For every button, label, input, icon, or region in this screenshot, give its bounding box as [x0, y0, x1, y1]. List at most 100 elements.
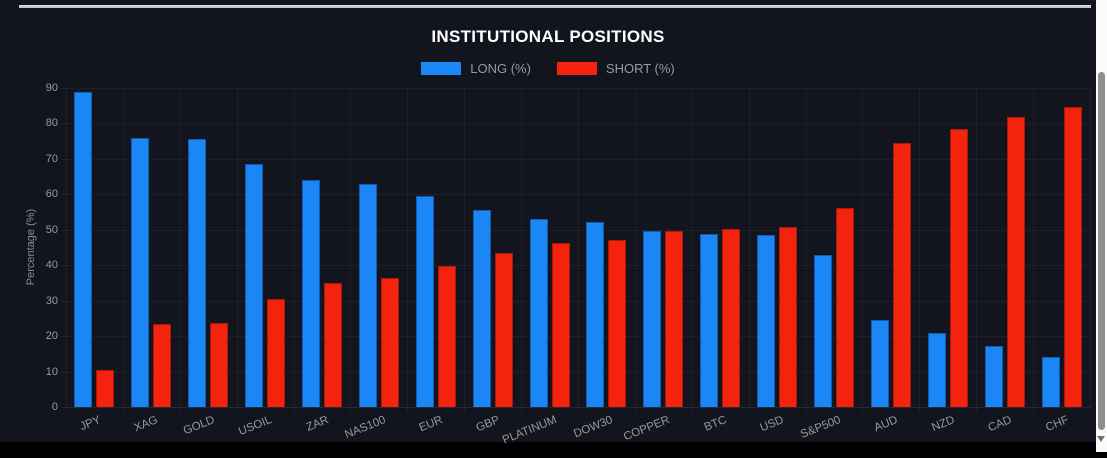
- gridline-x-14: [862, 88, 864, 407]
- x-tick-mark-11: [691, 407, 693, 412]
- bar-group-GBP: [464, 88, 521, 407]
- x-tick-mark-1: [122, 407, 124, 412]
- bar-short-USOIL: [267, 299, 286, 407]
- x-tick-mark-16: [976, 407, 978, 412]
- x-tick-mark-0: [66, 407, 67, 412]
- gridline-x-17: [1033, 88, 1035, 407]
- bar-long-USD: [757, 235, 776, 407]
- panel-top-border: [19, 5, 1091, 8]
- scrollbar-track[interactable]: [1096, 0, 1107, 452]
- bar-short-JPY: [96, 369, 115, 407]
- gridline-x-9: [578, 88, 579, 407]
- legend-label-short: SHORT (%): [605, 61, 675, 76]
- x-tick-mark-4: [293, 407, 295, 412]
- bar-long-ZAR: [302, 179, 320, 407]
- y-tick-mark-50: [61, 229, 66, 231]
- gridline-y-50: [66, 229, 1090, 231]
- bar-group-COPPER: [635, 88, 692, 407]
- scrollbar-thumb[interactable]: [1098, 72, 1105, 430]
- x-tick-mark-15: [919, 407, 921, 412]
- gridline-x-5: [350, 88, 352, 407]
- gridline-x-7: [464, 88, 466, 407]
- x-tick-mark-8: [521, 407, 523, 412]
- x-tick-mark-6: [407, 407, 409, 412]
- chart-legend: LONG (%) SHORT (%): [0, 61, 1096, 76]
- gridline-y-90: [66, 88, 1090, 89]
- bar-group-S&P500: [806, 88, 863, 407]
- y-tick-label-60: 60: [45, 188, 58, 201]
- gridline-y-40: [66, 265, 1090, 267]
- bar-long-NZD: [927, 332, 946, 407]
- bar-group-NZD: [919, 88, 976, 407]
- x-tick-mark-12: [748, 407, 750, 412]
- bar-long-CAD: [984, 345, 1003, 407]
- bar-short-BTC: [722, 228, 741, 407]
- gridline-x-3: [236, 88, 238, 407]
- gridline-x-10: [634, 88, 636, 407]
- chart-title: INSTITUTIONAL POSITIONS: [431, 27, 665, 46]
- bar-group-PLATINUM: [521, 88, 578, 407]
- y-tick-mark-0: [61, 407, 66, 408]
- y-tick-label-40: 40: [45, 259, 58, 272]
- bar-long-GBP: [472, 209, 491, 407]
- gridline-y-10: [66, 371, 1090, 373]
- bar-short-NZD: [949, 129, 968, 407]
- y-tick-mark-60: [61, 194, 66, 196]
- y-tick-label-80: 80: [45, 117, 58, 130]
- bar-short-GOLD: [210, 322, 229, 407]
- bar-long-S&P500: [814, 254, 833, 407]
- bar-groups: [66, 88, 1090, 407]
- bar-short-CAD: [1006, 116, 1025, 407]
- bar-long-JPY: [74, 92, 93, 407]
- bar-long-BTC: [700, 234, 719, 407]
- gridline-y-0: [66, 407, 1090, 408]
- x-tick-mark-3: [236, 407, 238, 412]
- y-axis-title: Percentage (%): [25, 208, 37, 286]
- gridline-x-12: [748, 88, 750, 407]
- bar-group-EUR: [407, 88, 464, 407]
- bar-group-NAS100: [350, 88, 407, 407]
- x-tick-mark-10: [634, 407, 636, 412]
- bar-short-CHF: [1063, 106, 1082, 407]
- bar-long-NAS100: [358, 184, 377, 407]
- bar-short-PLATINUM: [551, 242, 570, 407]
- y-tick-label-20: 20: [45, 330, 58, 343]
- y-tick-mark-70: [61, 158, 66, 160]
- x-tick-mark-5: [350, 407, 352, 412]
- bar-short-EUR: [437, 266, 456, 407]
- bar-group-XAG: [123, 88, 180, 407]
- gridline-x-4: [293, 88, 295, 407]
- gridline-y-30: [66, 300, 1090, 302]
- bar-long-COPPER: [643, 230, 662, 407]
- bar-long-CHF: [1041, 357, 1060, 407]
- gridline-y-20: [66, 336, 1090, 338]
- scroll-down-arrow-icon[interactable]: [1097, 436, 1105, 442]
- gridline-x-6: [407, 88, 409, 407]
- bar-short-S&P500: [836, 207, 855, 407]
- bar-group-CHF: [1033, 88, 1090, 407]
- bar-group-ZAR: [294, 88, 351, 407]
- legend-swatch-long-icon: [421, 62, 462, 75]
- y-tick-mark-90: [61, 88, 66, 89]
- bar-short-NAS100: [380, 278, 399, 407]
- y-tick-label-50: 50: [45, 223, 58, 236]
- bar-group-GOLD: [180, 88, 237, 407]
- y-tick-label-0: 0: [51, 401, 58, 413]
- y-tick-mark-40: [61, 265, 66, 267]
- gridline-x-15: [919, 88, 921, 407]
- bar-short-GBP: [494, 253, 513, 407]
- x-tick-mark-17: [1033, 407, 1035, 412]
- bar-long-EUR: [415, 196, 434, 407]
- y-tick-mark-20: [61, 336, 66, 338]
- gridline-y-60: [66, 194, 1090, 196]
- x-tick-mark-2: [179, 407, 181, 412]
- gridline-x-11: [691, 88, 693, 407]
- y-tick-label-90: 90: [45, 82, 58, 94]
- x-tick-mark-7: [464, 407, 466, 412]
- gridline-x-2: [179, 88, 181, 407]
- bar-long-XAG: [131, 137, 150, 407]
- bar-group-BTC: [692, 88, 749, 407]
- legend-item-short[interactable]: SHORT (%): [556, 61, 675, 76]
- plot-area: [66, 88, 1091, 408]
- legend-item-long[interactable]: LONG (%): [421, 61, 531, 76]
